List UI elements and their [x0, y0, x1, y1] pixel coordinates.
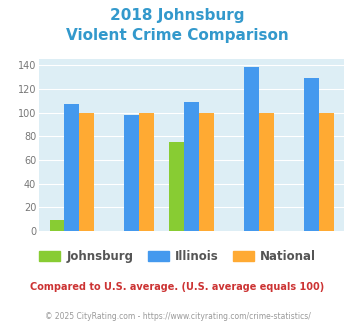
Bar [319, 113, 334, 231]
Text: 2018 Johnsburg: 2018 Johnsburg [110, 8, 245, 23]
Bar [80, 113, 94, 231]
Text: © 2025 CityRating.com - https://www.cityrating.com/crime-statistics/: © 2025 CityRating.com - https://www.city… [45, 312, 310, 321]
Bar [65, 104, 80, 231]
Bar [184, 102, 199, 231]
Text: Violent Crime Comparison: Violent Crime Comparison [66, 28, 289, 43]
Bar [199, 113, 214, 231]
Bar [169, 142, 184, 231]
Legend: Johnsburg, Illinois, National: Johnsburg, Illinois, National [34, 245, 321, 268]
Bar [304, 78, 319, 231]
Bar [139, 113, 154, 231]
Bar [124, 115, 139, 231]
Bar [50, 220, 65, 231]
Bar [244, 67, 259, 231]
Bar [259, 113, 274, 231]
Text: Compared to U.S. average. (U.S. average equals 100): Compared to U.S. average. (U.S. average … [31, 282, 324, 292]
